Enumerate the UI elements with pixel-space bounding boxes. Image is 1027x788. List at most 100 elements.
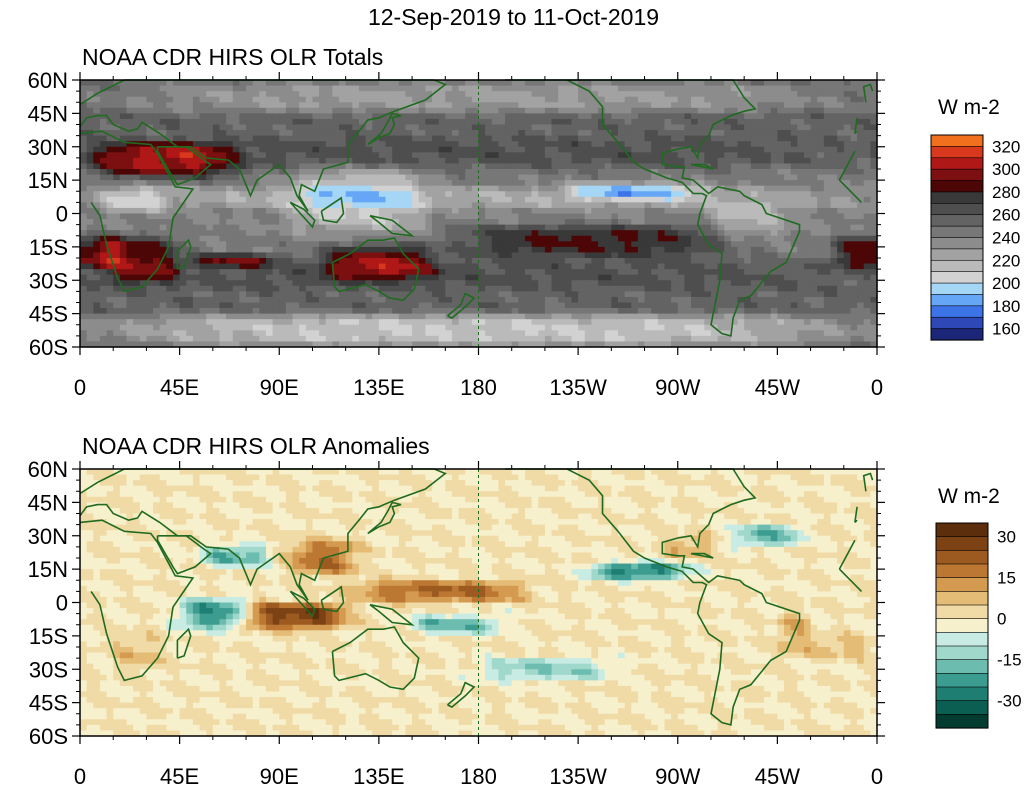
totals-field [80,80,878,348]
field-cell [458,80,466,87]
field-cell [451,230,460,237]
field-cell [192,291,201,298]
field-cell [830,241,838,248]
field-cell [99,241,108,248]
field-cell [365,124,373,131]
field-cell [664,207,672,215]
field-cell [611,230,619,237]
field-cell [485,280,493,287]
field-cell [186,224,194,231]
field-cell [292,269,300,276]
field-cell [232,252,240,259]
field-cell [837,207,845,215]
field-cell [498,291,506,298]
field-cell [106,274,114,281]
field-cell [863,102,871,109]
field-cell [564,246,573,254]
field-cell [797,285,805,292]
field-cell [704,274,712,281]
field-cell [790,118,798,126]
field-cell [239,180,247,187]
field-cell [505,152,513,159]
field-cell [471,107,480,114]
field-cell [551,141,559,148]
field-cell [611,202,619,209]
field-cell [810,80,818,87]
field-cell [591,107,599,114]
field-cell [744,169,752,176]
field-cell [810,258,818,265]
field-cell [511,296,519,304]
field-cell [80,102,88,109]
field-cell [339,246,347,254]
field-cell [770,124,778,131]
field-cell [358,185,367,192]
field-cell [524,124,533,131]
field-cell [80,124,88,131]
field-cell [398,107,407,114]
field-cell [604,241,612,248]
field-cell [637,263,646,270]
field-cell [777,246,785,254]
field-cell [352,280,360,287]
field-cell [764,113,772,120]
field-cell [445,230,453,237]
field-cell [458,185,466,192]
field-cell [219,141,227,148]
field-cell [644,269,652,276]
field-cell [259,296,267,304]
field-cell [691,252,699,259]
field-cell [538,91,546,98]
field-cell [99,302,108,309]
field-cell [299,280,307,287]
field-cell [624,102,632,109]
field-cell [491,280,500,287]
field-cell [564,230,573,237]
field-cell [106,174,114,181]
field-cell [790,269,798,276]
field-cell [830,141,838,148]
field-cell [179,157,187,165]
field-cell [710,174,719,181]
field-cell [465,274,473,281]
field-cell [551,96,559,103]
field-cell [166,296,174,304]
field-cell [737,174,745,181]
field-cell [850,202,858,209]
field-cell [604,174,612,181]
field-cell [159,141,167,148]
field-cell [697,85,705,92]
field-cell [558,224,566,231]
field-cell [797,246,805,254]
field-cell [571,141,579,148]
field-cell [332,85,340,92]
field-cell [325,107,333,114]
field-cell [179,308,187,315]
field-cell [86,96,94,103]
field-cell [312,135,320,142]
field-cell [518,185,526,192]
field-cell [677,296,685,304]
field-cell [631,263,639,270]
field-cell [803,169,812,176]
field-cell [272,80,280,87]
field-cell [239,163,247,170]
field-cell [571,263,579,270]
field-cell [451,274,460,281]
field-cell [704,224,712,231]
field-cell [365,91,373,98]
field-cell [531,91,539,98]
field-cell [272,185,280,192]
field-cell [139,213,148,220]
field-cell [564,258,573,265]
field-cell [226,235,234,242]
field-cell [538,202,546,209]
field-cell [445,280,453,287]
field-cell [724,280,732,287]
field-cell [511,152,519,159]
field-cell [644,224,652,231]
field-cell [113,113,121,120]
field-cell [392,207,400,215]
field-cell [857,213,865,220]
field-cell [212,219,221,226]
